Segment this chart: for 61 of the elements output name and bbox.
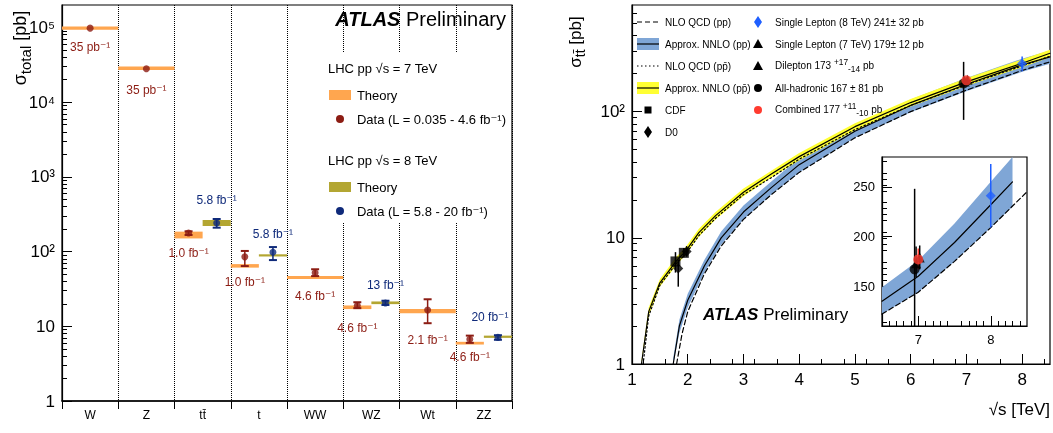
annotation: 2.1 fb⁻¹ bbox=[407, 333, 448, 347]
x-tick-label: Wt bbox=[420, 408, 436, 422]
x-tick-label: ZZ bbox=[476, 408, 492, 422]
x-tick-label: 7 bbox=[961, 370, 972, 389]
y-tick-label: 200 bbox=[853, 229, 875, 245]
y-tick-label: 10⁵ bbox=[29, 17, 55, 37]
annotation: 5.8 fb⁻¹ bbox=[252, 227, 294, 241]
x-tick-label: 7 bbox=[914, 332, 922, 347]
x-tick-label: 8 bbox=[987, 332, 995, 347]
legend-label: Data (L = 0.035 - 4.6 fb⁻¹) bbox=[356, 111, 506, 127]
annotation: LHC pp √s = 7 TeV bbox=[327, 59, 439, 78]
x-tick-label: W bbox=[84, 408, 97, 422]
annotation: ATLAS Preliminary bbox=[703, 305, 849, 325]
y-tick-label: 10² bbox=[600, 102, 626, 122]
x-tick-label: 6 bbox=[905, 370, 916, 389]
legend-label: Combined 177 $^{+11}$$_{-10}$ pb bbox=[775, 101, 883, 119]
annotation: 4.6 fb⁻¹ bbox=[294, 289, 336, 303]
legend-label: D0 bbox=[665, 126, 678, 138]
legend-label: Theory bbox=[356, 179, 398, 195]
x-tick-label: 4 bbox=[794, 370, 804, 389]
y-tick-label: 10 bbox=[36, 316, 55, 336]
legend-label: Data (L = 5.8 - 20 fb⁻¹) bbox=[356, 203, 488, 219]
annotation: 13 fb⁻¹ bbox=[366, 278, 404, 292]
x-tick-label: 2 bbox=[683, 370, 693, 389]
legend-label: Approx. NNLO (pp) bbox=[665, 38, 751, 50]
legend-label: Dilepton 173 $^{+17}$$_{-14}$ pb bbox=[775, 57, 875, 75]
y-tick-label: 250 bbox=[853, 179, 875, 195]
annotation: 35 pb⁻¹ bbox=[126, 83, 167, 97]
legend-label: Theory bbox=[356, 87, 398, 103]
x-tick-label: 1 bbox=[627, 370, 637, 389]
y-tick-label: 10³ bbox=[30, 167, 56, 187]
legend-label: Single Lepton (7 TeV) 179± 12 pb bbox=[775, 38, 924, 50]
x-axis-title: √s [TeV] bbox=[988, 400, 1050, 420]
legend-label: All-hadronic 167 ± 81 pb bbox=[775, 82, 884, 94]
y-tick-label: 10 bbox=[606, 228, 625, 248]
annotation: 1.0 fb⁻¹ bbox=[224, 275, 265, 289]
legend-label: Single Lepton (8 TeV) 241± 32 pb bbox=[775, 16, 924, 28]
y-tick-label: 150 bbox=[853, 278, 875, 294]
x-tick-label: Z bbox=[142, 408, 151, 422]
y-tick-label: 1 bbox=[615, 354, 625, 374]
x-tick-label: WZ bbox=[362, 408, 381, 422]
x-tick-label: 8 bbox=[1017, 370, 1027, 389]
annotation: 4.6 fb⁻¹ bbox=[337, 321, 378, 335]
x-tick-label: 5 bbox=[850, 370, 860, 389]
x-tick-label: t bbox=[257, 408, 262, 422]
legend-label: Approx. NNLO (pp̄) bbox=[665, 82, 751, 94]
legend-label: NLO QCD (pp) bbox=[665, 16, 732, 28]
x-tick-label: 3 bbox=[738, 370, 749, 389]
annotation: 5.8 fb⁻¹ bbox=[196, 193, 237, 207]
annotation: ATLAS Preliminary bbox=[335, 8, 506, 31]
annotation: 4.6 fb⁻¹ bbox=[449, 350, 490, 364]
x-tick-label: WW bbox=[303, 408, 328, 422]
annotation: 1.0 fb⁻¹ bbox=[168, 246, 209, 260]
y-tick-label: 10² bbox=[30, 242, 56, 262]
legend-label: NLO QCD (pp̄) bbox=[665, 60, 732, 72]
annotation: 35 pb⁻¹ bbox=[69, 40, 111, 54]
y-tick-label: 10⁴ bbox=[28, 92, 55, 112]
annotation: LHC pp √s = 8 TeV bbox=[327, 151, 439, 170]
annotation: 20 fb⁻¹ bbox=[471, 310, 509, 324]
legend-label: CDF bbox=[665, 104, 686, 116]
x-tick-label: tt̄ bbox=[199, 408, 207, 422]
